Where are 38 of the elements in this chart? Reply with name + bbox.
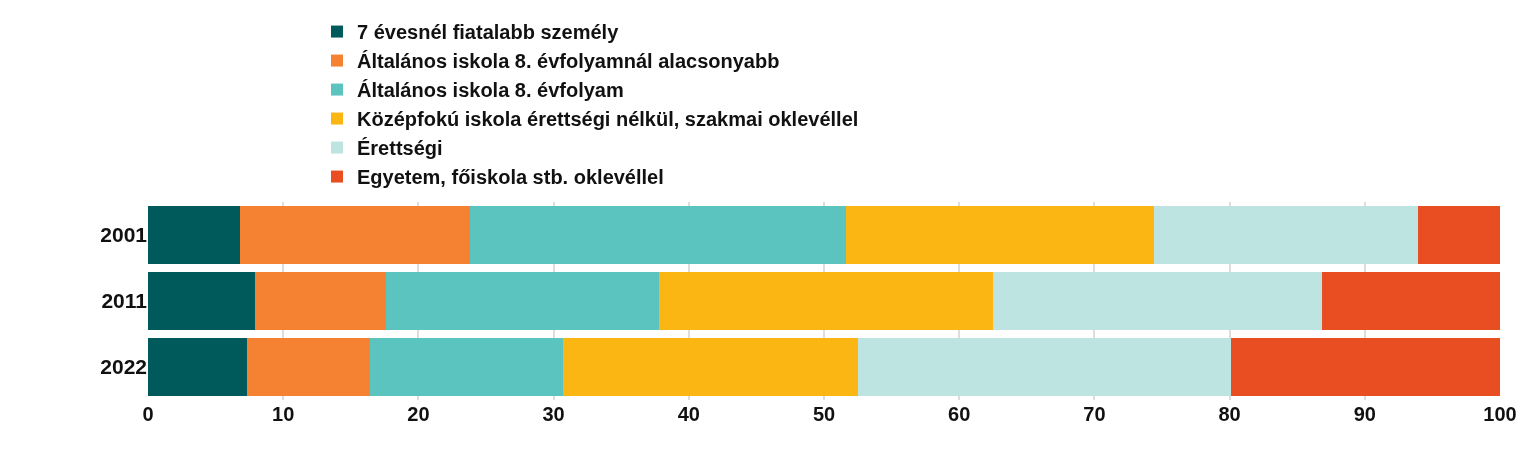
legend-label: Általános iskola 8. évfolyam [357,79,624,102]
legend-label: 7 évesnél fiatalabb személy [357,21,620,44]
bar [1153,205,1418,265]
x-tick-label: 70 [1083,403,1106,425]
y-tick-label: 2001 [100,223,148,247]
x-tick-label: 20 [407,403,430,425]
x-tick-label: 50 [812,403,836,425]
legend-label: Egyetem, főiskola stb. oklevéllel [357,166,664,189]
x-tick-label: 60 [948,403,971,425]
bar [563,337,858,397]
x-tick-label: 40 [677,403,700,425]
bar [1321,271,1500,331]
x-tick-label: 30 [542,403,565,425]
y-tick-label: 2022 [100,355,147,379]
y-tick-label: 2011 [101,289,148,313]
legend-label: Érettségi [357,137,443,160]
legend-label: Középfokú iskola érettségi nélkül, szakmai oklevéllel [357,108,859,131]
bar [469,205,846,265]
bar [857,337,1231,397]
bar [659,271,993,331]
legend-label: Általános iskola 8. évfolyamnál alacsonyabb [357,50,780,73]
x-tick-label: 90 [1353,403,1376,425]
bar [148,337,247,397]
x-tick-label: 10 [272,403,295,425]
x-tick-label: 100 [1483,403,1517,425]
bar [254,271,386,331]
bar [239,205,470,265]
bar [148,271,255,331]
bar [845,205,1154,265]
bar [1230,337,1500,397]
x-tick-label: 80 [1218,403,1241,425]
bar [246,337,370,397]
bar [148,205,240,265]
bar [1417,205,1500,265]
bar [993,271,1322,331]
bar [369,337,564,397]
bar [385,271,660,331]
x-tick-label: 0 [142,403,154,425]
